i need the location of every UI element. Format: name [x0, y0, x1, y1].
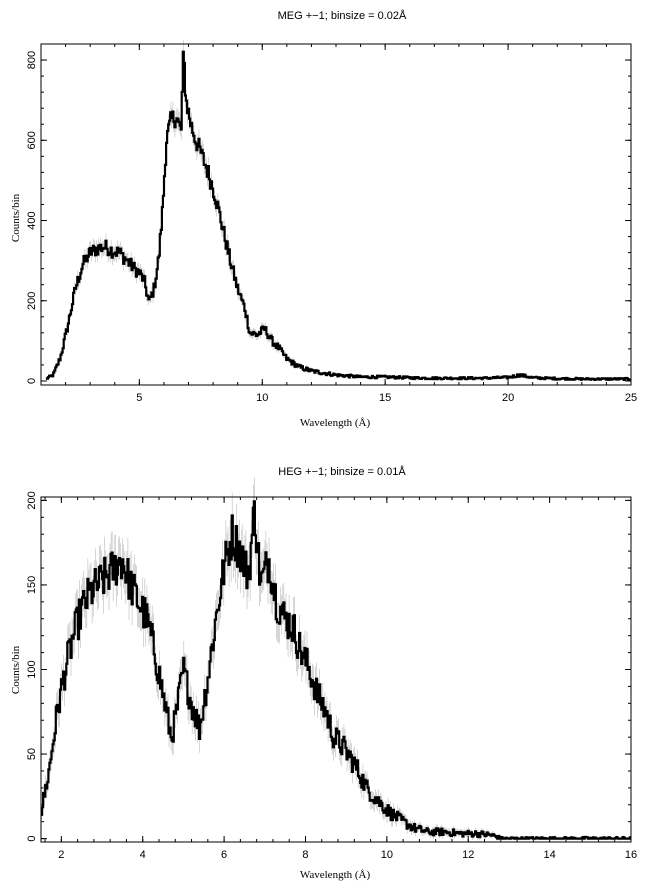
meg-x-tick-label: 5 — [136, 392, 142, 404]
meg-plot-frame — [40, 43, 632, 386]
heg-y-axis-label: Counts/bin — [10, 645, 22, 694]
meg-panel: MEG +−1; binsize = 0.02Å Wavelength (Å) … — [10, 9, 637, 429]
meg-ticks: 5 10 15 20 25 0 200 400 600 800 — [26, 43, 637, 404]
meg-spectrum-line — [45, 50, 631, 381]
meg-data-marks — [45, 50, 631, 381]
heg-panel: HEG +−1; binsize = 0.01Å Wavelength (Å) … — [10, 465, 637, 881]
heg-x-tick-label: 10 — [381, 849, 393, 861]
heg-plot-frame — [40, 496, 632, 843]
heg-ticks: 2 4 6 8 10 12 14 16 0 50 100 150 200 — [26, 491, 637, 861]
heg-chart-title: HEG +−1; binsize = 0.01Å — [278, 465, 406, 478]
heg-x-tick-label: 12 — [462, 849, 474, 861]
heg-x-tick-label: 16 — [625, 849, 637, 861]
meg-y-tick-label: 200 — [26, 292, 38, 310]
heg-x-axis-label: Wavelength (Å) — [300, 869, 371, 881]
meg-error-bars-path — [46, 40, 631, 381]
heg-x-tick-label: 4 — [140, 849, 146, 861]
meg-y-tick-label: 600 — [26, 131, 38, 149]
meg-y-tick-label: 800 — [26, 51, 38, 69]
heg-x-tick-label: 8 — [302, 849, 308, 861]
heg-error-bars-path — [41, 477, 631, 841]
heg-x-tick-label: 6 — [221, 849, 227, 861]
meg-x-tick-label: 20 — [502, 392, 514, 404]
heg-y-tick-label: 50 — [26, 748, 38, 760]
meg-error-bars — [46, 40, 631, 381]
meg-x-tick-label: 25 — [625, 392, 637, 404]
heg-error-bars — [41, 477, 631, 841]
heg-x-tick-label: 14 — [543, 849, 555, 861]
meg-x-axis-label: Wavelength (Å) — [300, 417, 371, 429]
heg-spectrum-line — [41, 500, 631, 840]
meg-y-axis-label: Counts/bin — [10, 193, 22, 242]
meg-chart-title: MEG +−1; binsize = 0.02Å — [278, 9, 407, 22]
heg-y-tick-label: 0 — [26, 836, 38, 842]
heg-data-marks — [41, 500, 631, 840]
meg-y-tick-label: 400 — [26, 211, 38, 229]
meg-y-tick-label: 0 — [26, 378, 38, 384]
meg-x-tick-label: 10 — [256, 392, 268, 404]
meg-x-tick-label: 15 — [379, 392, 391, 404]
heg-y-tick-label: 150 — [26, 576, 38, 594]
heg-y-tick-label: 100 — [26, 660, 38, 678]
heg-x-tick-label: 2 — [58, 849, 64, 861]
heg-y-tick-label: 200 — [26, 491, 38, 509]
